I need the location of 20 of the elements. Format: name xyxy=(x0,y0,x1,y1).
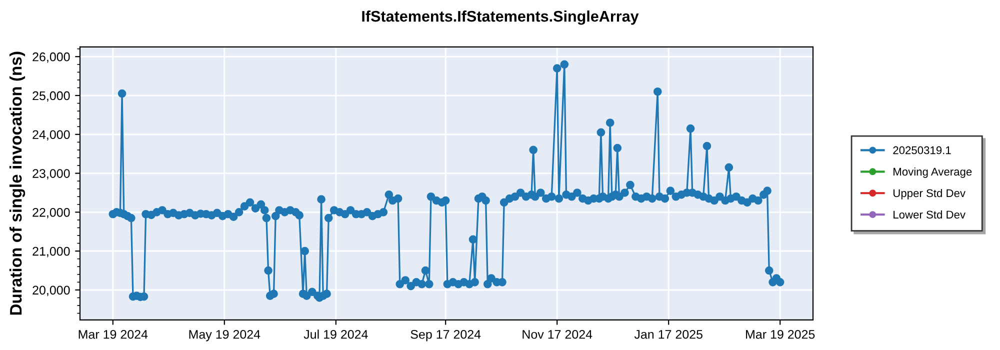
y-tick-label: 20,000 xyxy=(32,286,70,296)
y-tick-label: 23,000 xyxy=(32,169,70,180)
legend-label: Upper Std Dev xyxy=(894,188,966,200)
x-tick-label: Nov 17 2024 xyxy=(522,330,592,339)
y-axis-title: Duration of single invocation (ns) xyxy=(9,52,26,315)
x-tick-label: Jan 17 2025 xyxy=(634,330,702,339)
legend-label: 20250319.1 xyxy=(893,146,951,154)
y-tick-label: 22,000 xyxy=(32,208,70,218)
legend-label: Lower Std Dev xyxy=(894,210,966,219)
y-tick-label: 26,000 xyxy=(32,52,70,63)
x-tick-label: Mar 19 2025 xyxy=(746,330,815,339)
chart-title: IfStatements.IfStatements.SingleArray xyxy=(362,10,639,25)
y-tick-label: 24,000 xyxy=(32,130,70,141)
x-tick-label: Sep 17 2024 xyxy=(410,330,481,342)
y-tick-label: 21,000 xyxy=(32,246,70,258)
x-tick-label: Jul 19 2024 xyxy=(304,330,368,339)
legend-label: Moving Average xyxy=(894,167,972,178)
y-tick-label: 25,000 xyxy=(32,91,70,102)
x-tick-label: Mar 19 2024 xyxy=(78,330,148,339)
x-tick-label: May 19 2024 xyxy=(189,330,260,342)
